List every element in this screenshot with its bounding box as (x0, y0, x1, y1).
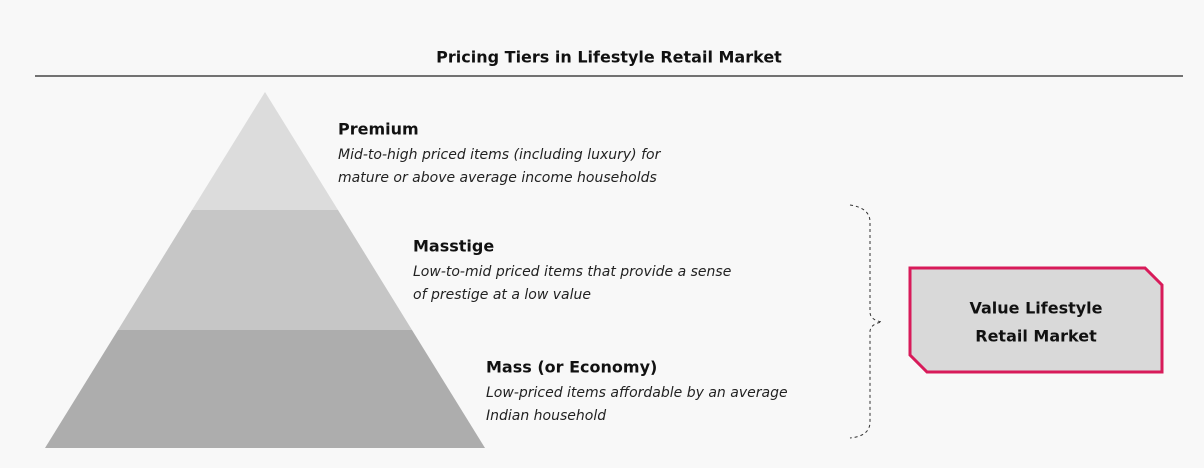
title: Pricing Tiers in Lifestyle Retail Market (436, 48, 782, 67)
tier-premium (192, 92, 338, 210)
tier-description: Indian household (486, 408, 606, 424)
tier-mass (45, 330, 485, 448)
tier-masstige (118, 210, 412, 330)
tier-name: Mass (or Economy) (486, 358, 657, 377)
tier-description: of prestige at a low value (413, 287, 591, 303)
tier-name: Premium (338, 120, 419, 139)
tier-description: Low-priced items affordable by an averag… (486, 385, 788, 401)
tier-description: Low-to-mid priced items that provide a s… (413, 264, 731, 280)
callout-label: Value Lifestyle (969, 299, 1102, 318)
callout-label: Retail Market (975, 327, 1097, 346)
tier-description: Mid-to-high priced items (including luxu… (338, 147, 662, 163)
callout-box (908, 266, 1164, 374)
tier-description: mature or above average income household… (338, 170, 657, 186)
tier-name: Masstige (413, 237, 494, 256)
